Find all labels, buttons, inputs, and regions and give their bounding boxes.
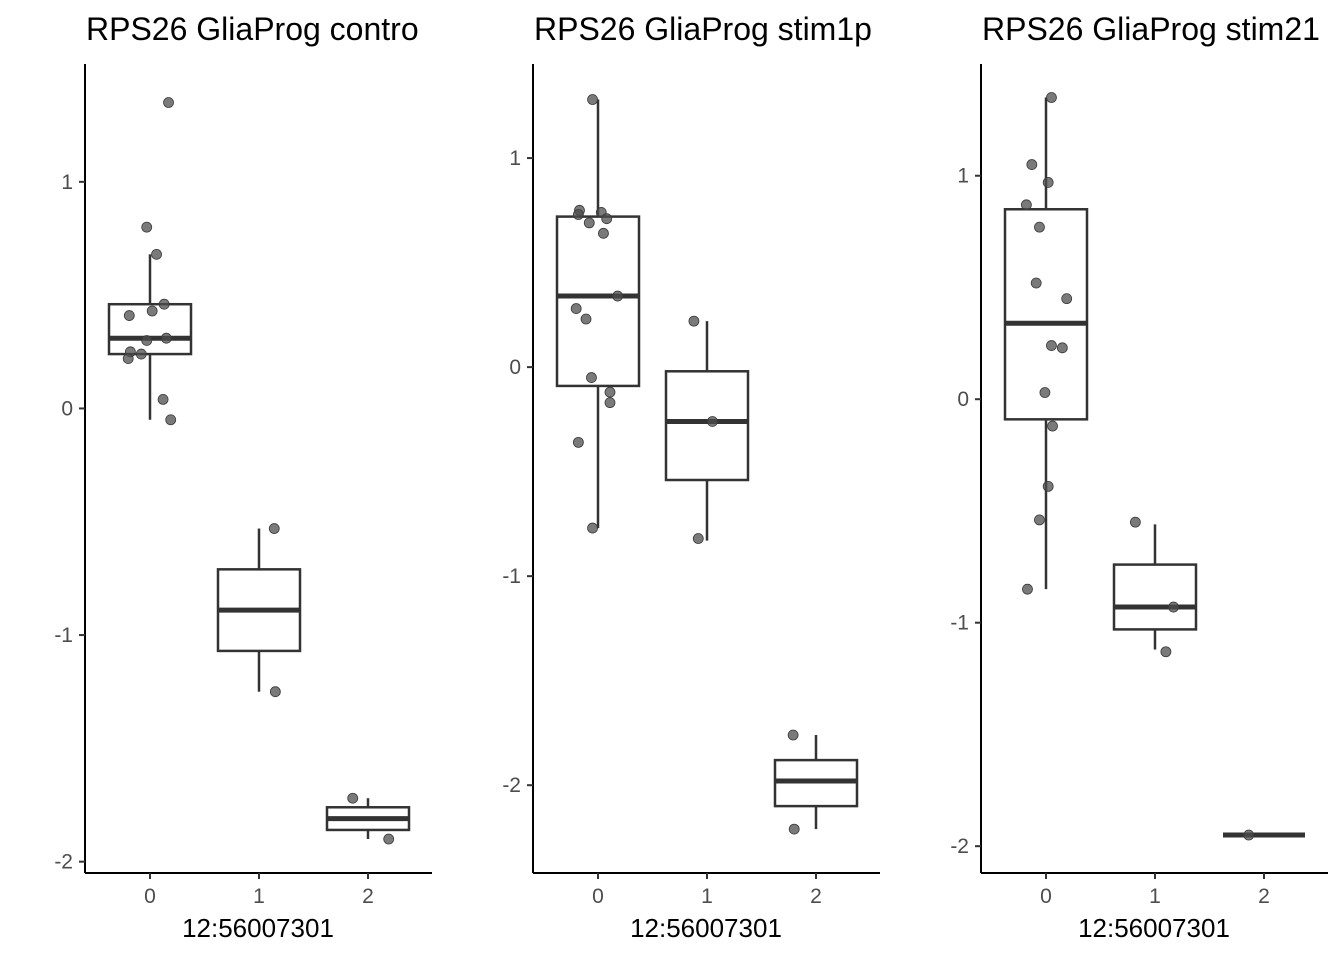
data-point bbox=[163, 97, 174, 108]
y-tick-label: -1 bbox=[950, 612, 969, 635]
chart-title: RPS26 GliaProg stim21 bbox=[982, 11, 1320, 47]
data-point bbox=[587, 94, 598, 105]
data-point bbox=[158, 298, 170, 310]
data-point bbox=[347, 792, 359, 804]
x-tick-label: 2 bbox=[1258, 885, 1270, 908]
x-tick-label: 0 bbox=[144, 885, 156, 908]
chart-panel-stim1p: RPS26 GliaProg stim1p -2 -1 0 1 0 1 2 12:56007… bbox=[502, 11, 880, 943]
data-point bbox=[268, 523, 280, 534]
box-category-1 bbox=[216, 528, 302, 692]
data-point bbox=[1168, 601, 1179, 613]
box-iqr bbox=[664, 370, 750, 482]
x-tick-label: 2 bbox=[810, 885, 822, 908]
data-point bbox=[1046, 92, 1057, 103]
data-point bbox=[160, 332, 172, 344]
data-point bbox=[123, 310, 135, 321]
data-point bbox=[383, 833, 395, 845]
data-point bbox=[1042, 177, 1054, 188]
data-point bbox=[146, 305, 158, 317]
data-point bbox=[1020, 199, 1032, 211]
plot-area: -2 -1 0 1 0 1 2 bbox=[54, 64, 432, 908]
data-point bbox=[1034, 514, 1045, 526]
data-point bbox=[1046, 340, 1057, 351]
data-point bbox=[570, 303, 582, 314]
data-point bbox=[151, 248, 162, 260]
box-iqr bbox=[1003, 208, 1089, 421]
box-category-2 bbox=[773, 735, 859, 830]
data-point bbox=[580, 313, 592, 325]
chart-title: RPS26 GliaProg contro bbox=[86, 11, 419, 47]
x-axis-title: 12:56007301 bbox=[182, 913, 334, 943]
data-point bbox=[1030, 277, 1042, 289]
data-point bbox=[135, 348, 147, 360]
data-point bbox=[788, 823, 800, 835]
chart-panel-stim21: RPS26 GliaProg stim21 -2 -1 0 1 0 1 2 12:56007… bbox=[950, 11, 1328, 943]
plot-area: -2 -1 0 1 0 1 2 bbox=[950, 64, 1328, 908]
data-point bbox=[157, 393, 169, 405]
x-axis-title: 12:56007301 bbox=[630, 913, 782, 943]
y-tick-label: -1 bbox=[54, 624, 73, 647]
x-tick-label: 1 bbox=[701, 885, 713, 908]
y-tick-label: 1 bbox=[509, 147, 521, 170]
chart-panel-control: RPS26 GliaProg contro -2 -1 0 1 0 1 2 12:56007… bbox=[54, 11, 432, 943]
data-point bbox=[604, 386, 616, 398]
data-point bbox=[586, 372, 597, 383]
x-tick-label: 2 bbox=[362, 885, 374, 908]
data-point bbox=[1026, 159, 1038, 170]
data-point bbox=[572, 436, 584, 448]
y-tick-label: -2 bbox=[502, 774, 521, 797]
box-iqr bbox=[1112, 563, 1198, 631]
box-category-0 bbox=[1003, 97, 1089, 590]
data-point bbox=[688, 315, 700, 327]
y-tick-label: -2 bbox=[950, 835, 969, 858]
y-tick-label: 1 bbox=[61, 171, 73, 194]
x-tick-label: 1 bbox=[253, 885, 265, 908]
plot-area: -2 -1 0 1 0 1 2 bbox=[502, 64, 880, 908]
data-point bbox=[1039, 387, 1051, 398]
data-point bbox=[1243, 829, 1255, 841]
box-category-2 bbox=[325, 798, 411, 840]
data-point bbox=[612, 290, 624, 302]
data-point bbox=[1022, 583, 1033, 595]
y-tick-label: 0 bbox=[509, 356, 521, 379]
data-point bbox=[1034, 221, 1045, 233]
data-point bbox=[1160, 646, 1172, 658]
data-point bbox=[122, 353, 134, 364]
box-category-1 bbox=[664, 321, 750, 541]
x-tick-label: 1 bbox=[1149, 885, 1161, 908]
data-point bbox=[787, 729, 799, 741]
x-tick-label: 0 bbox=[1040, 885, 1052, 908]
box-category-1 bbox=[1112, 524, 1198, 650]
data-point bbox=[1061, 293, 1073, 305]
data-point bbox=[1042, 480, 1054, 492]
y-tick-label: 0 bbox=[957, 388, 969, 411]
y-tick-label: -2 bbox=[54, 851, 73, 874]
data-point bbox=[587, 522, 598, 534]
data-point bbox=[707, 416, 718, 427]
data-point bbox=[141, 335, 153, 346]
data-point bbox=[692, 533, 704, 544]
data-point bbox=[1047, 420, 1058, 432]
chart-title: RPS26 GliaProg stim1p bbox=[534, 11, 872, 47]
data-point bbox=[572, 209, 584, 220]
data-point bbox=[598, 227, 609, 239]
data-point bbox=[604, 397, 616, 409]
data-point bbox=[583, 217, 595, 229]
y-tick-label: 0 bbox=[61, 397, 73, 420]
data-point bbox=[269, 686, 281, 698]
x-axis-title: 12:56007301 bbox=[1078, 913, 1230, 943]
data-point bbox=[1056, 342, 1068, 354]
data-point bbox=[141, 221, 153, 233]
data-point bbox=[1129, 516, 1141, 528]
y-tick-label: 1 bbox=[957, 165, 969, 188]
data-point bbox=[601, 213, 613, 225]
box-category-0 bbox=[555, 99, 641, 529]
box-iqr bbox=[555, 215, 641, 388]
data-point bbox=[165, 414, 177, 426]
y-tick-label: -1 bbox=[502, 565, 521, 588]
x-tick-label: 0 bbox=[592, 885, 604, 908]
